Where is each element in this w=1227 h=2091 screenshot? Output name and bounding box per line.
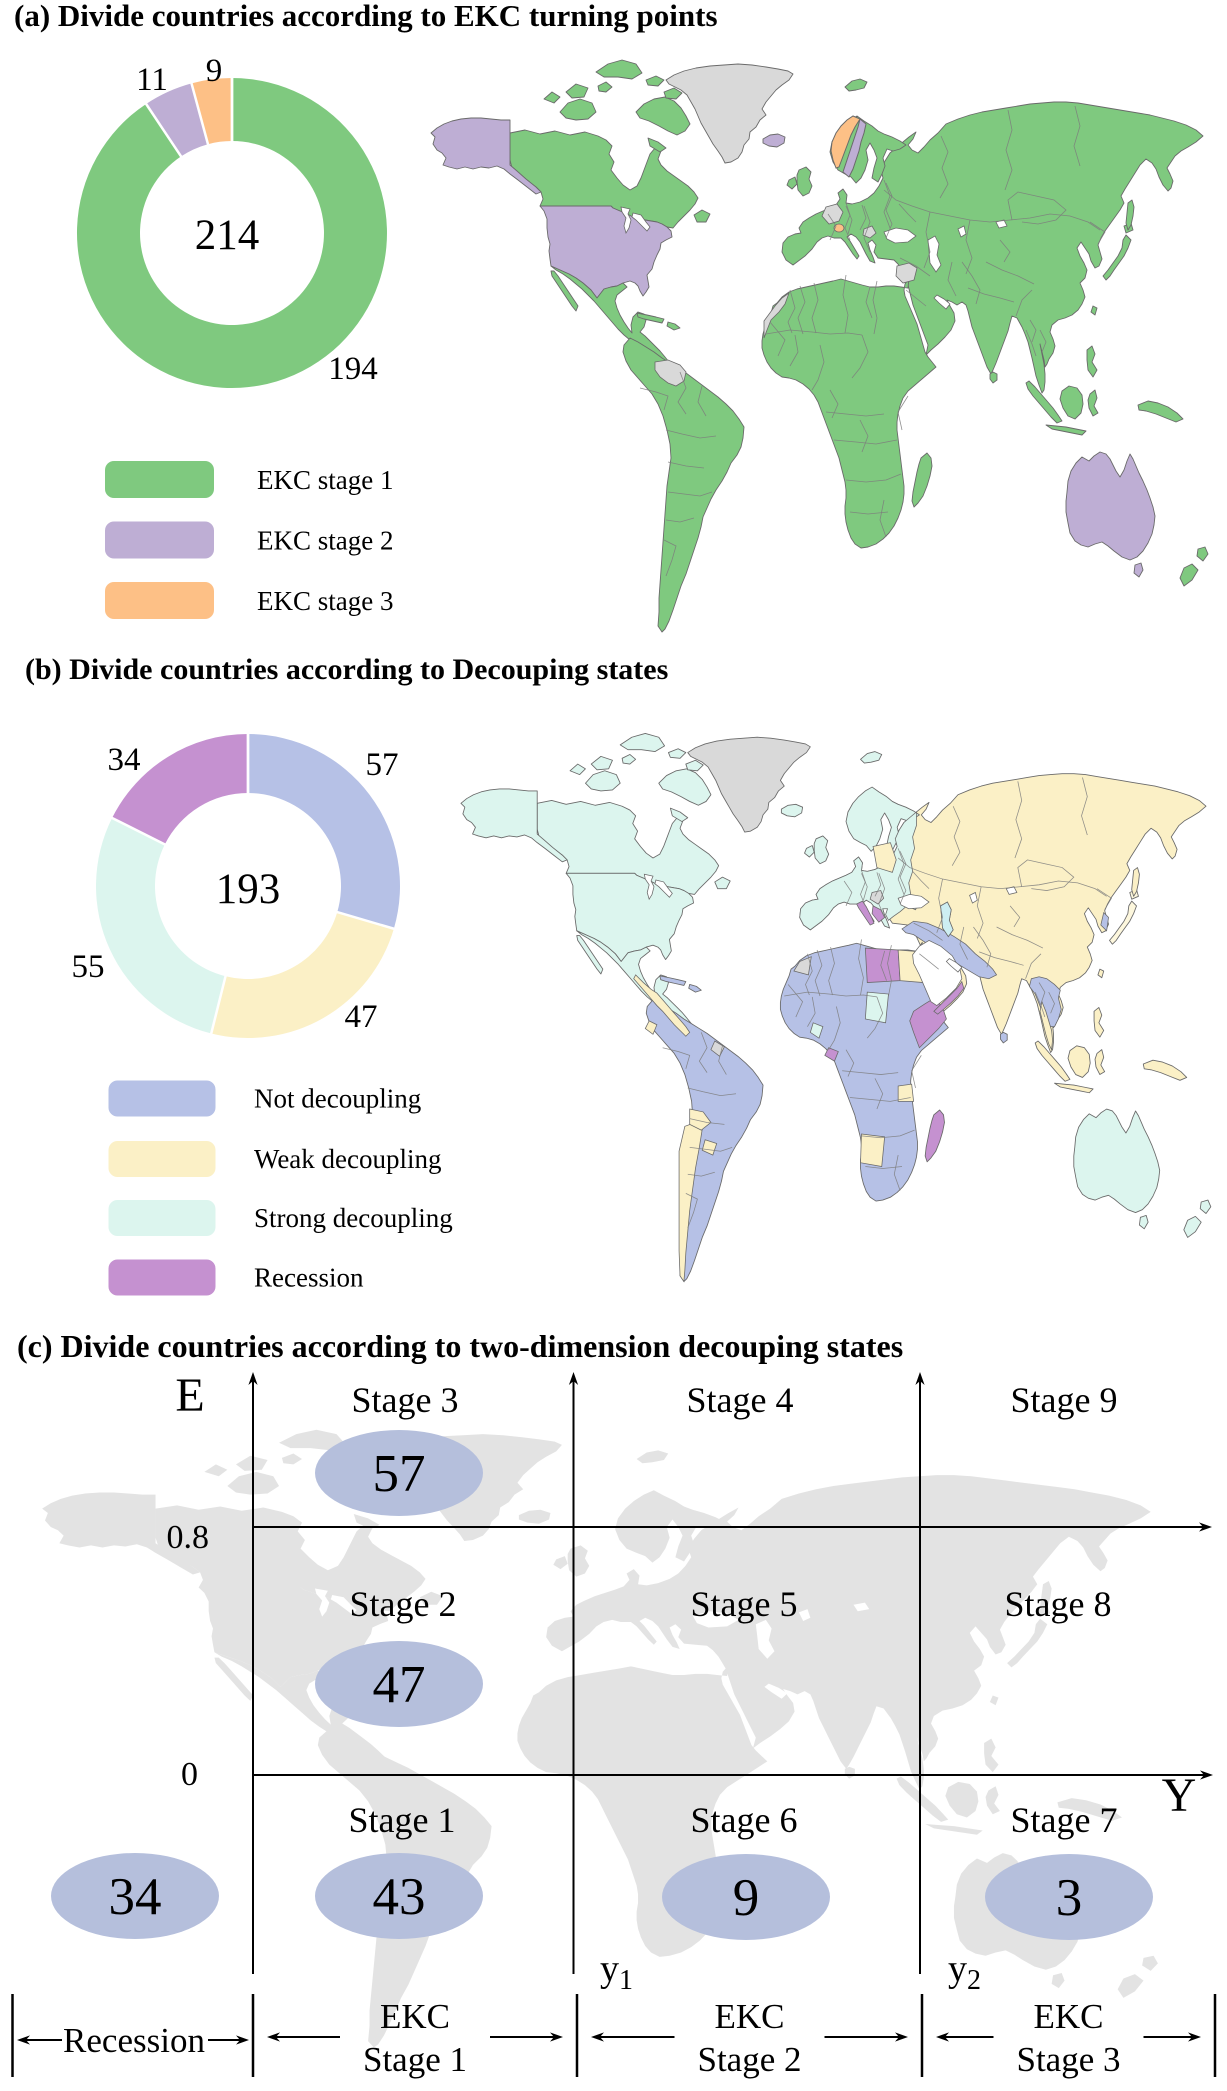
svg-text:Stage 8: Stage 8 <box>1005 1584 1112 1624</box>
svg-text:Weak decoupling: Weak decoupling <box>254 1144 442 1174</box>
svg-text:9: 9 <box>733 1869 760 1927</box>
svg-text:Stage 4: Stage 4 <box>687 1380 794 1420</box>
svg-text:EKC stage 2: EKC stage 2 <box>257 526 393 556</box>
svg-text:Stage 2: Stage 2 <box>697 2040 801 2079</box>
svg-text:EKC stage 1: EKC stage 1 <box>257 465 393 495</box>
svg-text:0.8: 0.8 <box>167 1519 210 1556</box>
svg-text:47: 47 <box>345 999 378 1035</box>
svg-text:Stage 7: Stage 7 <box>1011 1800 1118 1840</box>
svg-text:Stage 9: Stage 9 <box>1011 1380 1118 1420</box>
svg-text:55: 55 <box>72 949 105 985</box>
svg-text:0: 0 <box>181 1756 198 1793</box>
svg-text:Stage 6: Stage 6 <box>691 1800 798 1840</box>
svg-text:E: E <box>175 1369 204 1422</box>
svg-text:Stage 2: Stage 2 <box>350 1584 457 1624</box>
svg-text:Recession: Recession <box>63 2021 205 2060</box>
svg-text:EKC: EKC <box>715 1997 785 2036</box>
svg-text:(c) Divide countries according: (c) Divide countries according to two-di… <box>17 1328 903 1364</box>
svg-text:Not decoupling: Not decoupling <box>254 1084 421 1114</box>
svg-text:(b) Divide countries according: (b) Divide countries according to Decoup… <box>25 653 668 686</box>
svg-text:57: 57 <box>366 747 399 783</box>
svg-text:34: 34 <box>108 742 141 778</box>
svg-text:EKC stage 3: EKC stage 3 <box>257 586 393 616</box>
svg-text:Stage 1: Stage 1 <box>363 2040 467 2079</box>
svg-text:(a) Divide countries according: (a) Divide countries according to EKC tu… <box>14 0 718 33</box>
svg-text:47: 47 <box>373 1656 426 1714</box>
svg-text:214: 214 <box>195 212 260 259</box>
svg-text:193: 193 <box>216 866 281 913</box>
svg-text:Stage 1: Stage 1 <box>349 1800 456 1840</box>
svg-text:34: 34 <box>109 1868 162 1926</box>
svg-text:Recession: Recession <box>254 1263 364 1293</box>
svg-text:11: 11 <box>136 62 168 98</box>
svg-text:Stage 5: Stage 5 <box>691 1584 798 1624</box>
svg-text:3: 3 <box>1056 1869 1083 1927</box>
svg-text:Y: Y <box>1162 1769 1197 1822</box>
svg-text:EKC: EKC <box>1034 1997 1104 2036</box>
svg-text:EKC: EKC <box>380 1997 450 2036</box>
svg-text:Stage 3: Stage 3 <box>1016 2040 1120 2079</box>
svg-text:Stage 3: Stage 3 <box>352 1380 459 1420</box>
svg-text:43: 43 <box>373 1868 426 1926</box>
svg-text:9: 9 <box>206 53 223 89</box>
svg-text:Strong decoupling: Strong decoupling <box>254 1203 453 1233</box>
svg-text:194: 194 <box>328 351 378 387</box>
svg-text:57: 57 <box>373 1445 426 1503</box>
